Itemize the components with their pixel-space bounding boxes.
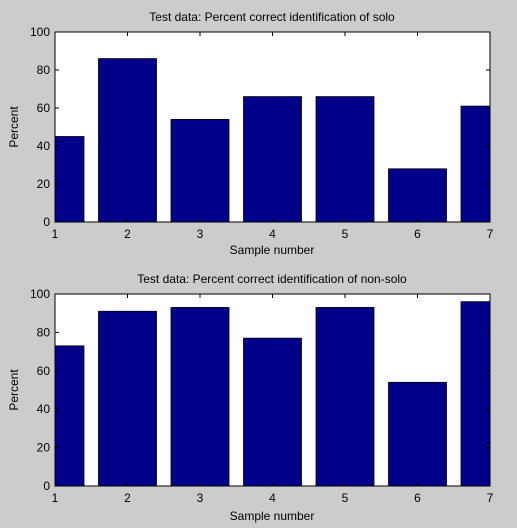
non-solo-x-tick-label-6: 6 [414, 491, 421, 505]
non-solo-bar-1 [55, 345, 85, 486]
solo-y-tick-label-20: 20 [37, 177, 51, 191]
non-solo-bar-2 [98, 310, 157, 486]
solo-chart-title: Test data: Percent correct identificatio… [149, 10, 395, 24]
solo-y-axis-label: Percent [7, 106, 21, 148]
non-solo-y-tick-label-0: 0 [43, 479, 50, 493]
solo-y-tick-label-40: 40 [37, 139, 51, 153]
solo-bar-5 [315, 96, 375, 222]
non-solo-x-tick-label-1: 1 [52, 491, 59, 505]
non-solo-x-tick-label-5: 5 [342, 491, 349, 505]
non-solo-bar-5 [315, 307, 375, 486]
non-solo-y-tick-label-80: 80 [37, 325, 51, 339]
solo-x-tick-label-4: 4 [269, 227, 276, 241]
non-solo-y-tick-label-100: 100 [30, 287, 50, 301]
solo-bar-3 [170, 119, 230, 222]
solo-x-axis-label: Sample number [230, 243, 315, 257]
non-solo-y-tick-label-20: 20 [37, 441, 51, 455]
non-solo-chart-title: Test data: Percent correct identificatio… [137, 272, 407, 286]
non-solo-y-tick-label-60: 60 [37, 364, 51, 378]
solo-x-tick-label-7: 7 [487, 227, 494, 241]
non-solo-x-tick-label-2: 2 [124, 491, 131, 505]
non-solo-x-tick-label-4: 4 [269, 491, 276, 505]
non-solo-bar-4 [243, 337, 302, 486]
solo-y-tick-label-80: 80 [37, 63, 51, 77]
solo-bar-2 [98, 58, 157, 222]
solo-y-tick-label-0: 0 [43, 215, 50, 229]
non-solo-bar-7 [460, 301, 490, 486]
solo-x-tick-label-1: 1 [52, 227, 59, 241]
solo-bar-4 [243, 96, 302, 222]
solo-y-tick-label-100: 100 [30, 25, 50, 39]
solo-bar-7 [460, 105, 490, 222]
solo-x-tick-label-2: 2 [124, 227, 131, 241]
non-solo-x-tick-label-3: 3 [197, 491, 204, 505]
non-solo-bar-3 [170, 307, 230, 486]
solo-x-tick-label-3: 3 [197, 227, 204, 241]
non-solo-x-axis-label: Sample number [230, 509, 315, 523]
solo-y-tick-label-60: 60 [37, 101, 51, 115]
non-solo-y-axis-label: Percent [7, 369, 21, 411]
non-solo-chart: 1 2 3 4 5 6 7 0 20 40 60 80 100 Test data: Percent c… [7, 272, 494, 523]
solo-x-tick-label-5: 5 [342, 227, 349, 241]
non-solo-x-tick-label-7: 7 [487, 491, 494, 505]
solo-x-tick-label-6: 6 [414, 227, 421, 241]
solo-chart: 1 2 3 4 5 6 7 0 20 40 60 80 100 Test data: Percent c… [7, 10, 494, 257]
solo-bar-1 [55, 136, 85, 222]
non-solo-bar-6 [388, 381, 447, 486]
non-solo-y-tick-label-40: 40 [37, 402, 51, 416]
solo-bar-6 [388, 168, 447, 222]
